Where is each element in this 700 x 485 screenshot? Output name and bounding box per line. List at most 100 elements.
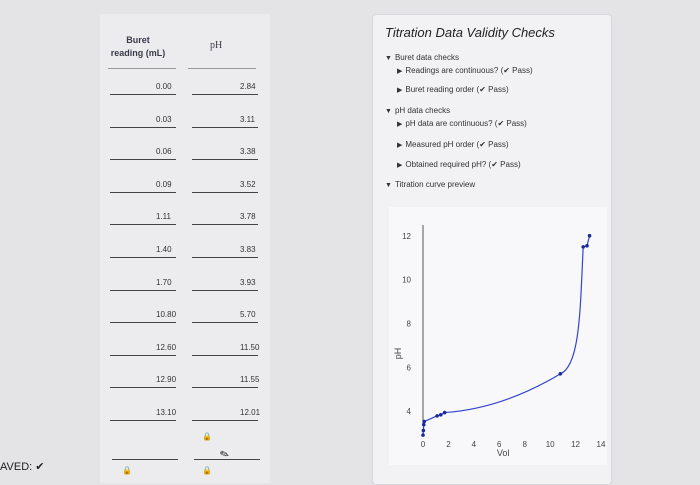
cell-underline — [110, 127, 176, 128]
data-table: Buret reading (mL) pH 0.00 2.84 0.03 3.11 0.… — [100, 14, 270, 483]
x-tick-label: 14 — [597, 440, 606, 449]
cell-underline — [192, 224, 258, 225]
header-divider — [188, 68, 256, 69]
data-point — [421, 422, 426, 427]
triangle-right-icon: ▶ — [397, 68, 403, 75]
curve-preview-toggle[interactable]: ▼ Titration curve preview — [385, 180, 476, 189]
cell-underline — [110, 355, 176, 356]
ph-checks-group[interactable]: ▼ pH data checks — [385, 106, 451, 115]
triangle-down-icon: ▼ — [385, 182, 392, 189]
data-point — [421, 428, 426, 433]
cell-underline — [192, 355, 258, 356]
cell-underline — [110, 257, 176, 258]
buret-reading-cell[interactable]: 0.03 — [156, 115, 172, 124]
check-item-readings-continuous[interactable]: ▶ Readings are continuous? (✔ Pass) — [397, 66, 533, 75]
buret-reading-cell[interactable]: 1.11 — [156, 212, 171, 221]
cell-underline — [192, 257, 258, 258]
cell-underline — [110, 94, 176, 95]
check-item-ph-continuous[interactable]: ▶ pH data are continuous? (✔ Pass) — [397, 119, 527, 128]
cell-underline — [192, 420, 258, 421]
check-icon: ✔ — [491, 160, 498, 169]
check-item-ph-order[interactable]: ▶ Measured pH order (✔ Pass) — [397, 140, 509, 149]
buret-header-line2: reading (mL) — [110, 48, 166, 58]
check-item-required-ph[interactable]: ▶ Obtained required pH? (✔ Pass) — [397, 160, 521, 169]
header-divider — [108, 68, 176, 69]
lock-icon: 🔒 — [202, 466, 212, 475]
buret-header-line1: Buret — [126, 35, 150, 45]
x-tick-label: 10 — [546, 440, 555, 449]
y-tick-label: 8 — [407, 320, 412, 329]
new-buret-input[interactable] — [112, 459, 178, 460]
data-point — [581, 245, 585, 249]
data-point — [558, 372, 563, 376]
ph-reading-cell[interactable]: 12.01 — [240, 408, 261, 417]
x-tick-label: 4 — [472, 440, 477, 449]
buret-column-header: Buret reading (mL) — [108, 34, 168, 60]
y-tick-label: 4 — [407, 407, 412, 416]
buret-reading-cell[interactable]: 12.60 — [156, 343, 177, 352]
ph-column-header: pH — [210, 40, 223, 51]
check-icon: ✔ — [479, 140, 486, 149]
cell-underline — [192, 387, 258, 388]
buret-reading-cell[interactable]: 13.10 — [156, 408, 177, 417]
saved-label: AVED: — [0, 461, 33, 473]
buret-reading-cell[interactable]: 0.09 — [156, 180, 172, 189]
lock-icon: 🔒 — [122, 466, 132, 475]
data-point — [435, 414, 439, 418]
check-item-buret-order[interactable]: ▶ Buret reading order (✔ Pass) — [397, 85, 509, 94]
ph-reading-cell[interactable]: 2.84 — [240, 82, 256, 91]
validity-checks-panel: Titration Data Validity Checks ▼ Buret da… — [372, 14, 612, 485]
triangle-right-icon: ▶ — [397, 142, 403, 149]
cell-underline — [110, 192, 176, 193]
ph-reading-cell[interactable]: 3.93 — [240, 278, 256, 287]
buret-reading-cell[interactable]: 12.90 — [156, 375, 177, 384]
y-tick-label: 10 — [402, 276, 411, 285]
ph-reading-cell[interactable]: 3.78 — [240, 212, 256, 221]
cell-underline — [192, 127, 258, 128]
cell-underline — [110, 420, 176, 421]
data-point — [421, 433, 425, 437]
triangle-down-icon: ▼ — [385, 55, 392, 62]
ph-reading-cell[interactable]: 5.70 — [240, 310, 256, 319]
ph-reading-cell[interactable]: 3.38 — [240, 147, 256, 156]
buret-reading-cell[interactable]: 10.80 — [156, 310, 177, 319]
x-tick-label: 6 — [497, 440, 502, 449]
y-tick-label: 6 — [407, 363, 412, 372]
cell-underline — [192, 290, 258, 291]
x-tick-label: 8 — [522, 440, 527, 449]
cell-underline — [110, 159, 176, 160]
cell-underline — [110, 387, 176, 388]
buret-reading-cell[interactable]: 1.70 — [156, 278, 172, 287]
check-icon: ✔ — [497, 119, 505, 128]
saved-status: AVED: ✔ — [0, 460, 44, 473]
ph-reading-cell[interactable]: 3.11 — [240, 115, 255, 124]
buret-reading-cell[interactable]: 0.00 — [156, 82, 172, 91]
ph-reading-cell[interactable]: 3.83 — [240, 245, 256, 254]
cell-underline — [192, 322, 258, 323]
data-point — [442, 410, 447, 415]
titration-chart: 4 6 8 10 12 0 2 4 6 8 10 12 14 pH Vol — [389, 207, 607, 465]
panel-title: Titration Data Validity Checks — [385, 25, 555, 40]
ph-reading-cell[interactable]: 11.55 — [240, 375, 260, 384]
buret-reading-cell[interactable]: 0.06 — [156, 147, 172, 156]
check-icon: ✔ — [35, 461, 45, 473]
data-point — [422, 419, 426, 424]
triangle-right-icon: ▶ — [397, 121, 403, 128]
y-axis-label: pH — [393, 348, 403, 360]
new-ph-input[interactable] — [194, 459, 260, 460]
cell-underline — [110, 224, 176, 225]
buret-reading-cell[interactable]: 1.40 — [156, 245, 172, 254]
cell-underline — [192, 94, 258, 95]
cell-underline — [110, 290, 176, 291]
titration-curve-line — [422, 235, 591, 436]
data-point — [439, 412, 443, 417]
x-axis-label: Vol — [497, 448, 510, 458]
buret-checks-group[interactable]: ▼ Buret data checks — [385, 53, 459, 62]
lock-icon: 🔒 — [202, 432, 212, 441]
titration-chart-svg: 4 6 8 10 12 0 2 4 6 8 10 12 14 pH Vol — [393, 225, 606, 458]
check-icon: ✔ — [503, 66, 510, 75]
ph-reading-cell[interactable]: 3.52 — [240, 180, 256, 189]
triangle-right-icon: ▶ — [397, 162, 403, 169]
ph-reading-cell[interactable]: 11.50 — [240, 343, 260, 352]
y-tick-label: 12 — [402, 232, 411, 241]
